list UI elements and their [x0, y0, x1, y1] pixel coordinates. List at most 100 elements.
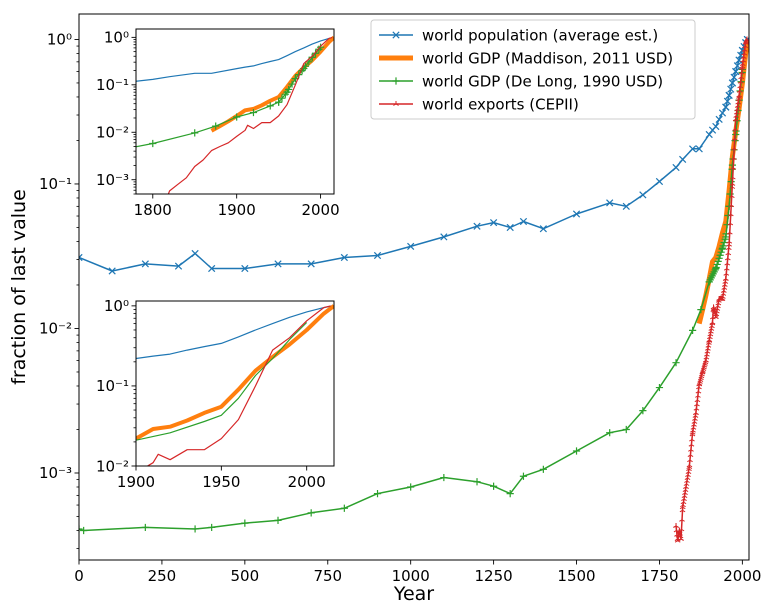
data-point — [736, 92, 743, 98]
data-point — [473, 478, 481, 486]
data-point — [722, 230, 730, 238]
data-point — [672, 359, 680, 367]
x-tick-label: 1000 — [392, 567, 430, 585]
legend: world population (average est.) world GDP… — [370, 19, 696, 120]
x-tick-label: 750 — [313, 567, 342, 585]
data-point — [735, 96, 742, 102]
data-point — [572, 210, 581, 218]
data-point — [715, 254, 723, 262]
data-point — [732, 67, 740, 76]
data-point — [241, 519, 249, 527]
data-point — [696, 384, 702, 390]
data-point — [714, 257, 722, 265]
data-point — [285, 85, 293, 94]
data-point — [307, 260, 315, 268]
data-point — [694, 401, 700, 407]
data-point — [731, 135, 738, 141]
data-point — [373, 251, 382, 260]
itop-frame — [135, 28, 335, 195]
x-tick-label: 2000 — [723, 567, 761, 585]
data-point — [728, 193, 735, 199]
data-point — [307, 509, 315, 517]
data-point — [539, 225, 547, 233]
y-tick-label: 10⁻³ — [96, 171, 129, 189]
data-point — [174, 262, 183, 270]
legend-marker-exports — [393, 101, 399, 106]
data-point — [727, 220, 734, 226]
data-point — [373, 490, 382, 498]
data-point — [695, 145, 703, 153]
data-point — [738, 74, 745, 80]
data-point — [212, 122, 220, 130]
data-point — [407, 242, 415, 250]
data-point — [622, 425, 630, 434]
data-point — [278, 94, 286, 102]
x-tick-label: 1750 — [640, 567, 678, 585]
data-point — [281, 90, 289, 98]
data-point — [733, 117, 741, 125]
data-point — [315, 45, 323, 53]
data-point — [729, 183, 736, 189]
data-point — [739, 61, 746, 67]
data-point — [732, 127, 740, 135]
data-point — [688, 446, 694, 452]
data-point — [191, 129, 199, 137]
data-point — [722, 103, 730, 111]
y-tick-label: 10⁻² — [39, 320, 72, 338]
y-tick-label: 10⁻² — [96, 457, 129, 475]
data-point — [693, 405, 700, 411]
data-point — [693, 410, 699, 415]
data-point — [308, 53, 316, 61]
y-tick-label: 10⁻¹ — [96, 76, 129, 94]
data-point — [489, 219, 498, 227]
data-point — [686, 462, 693, 468]
data-point — [311, 49, 320, 57]
inset-series-line-population — [136, 36, 334, 82]
data-point — [241, 264, 249, 273]
y-tick-label: 10⁻² — [96, 124, 129, 142]
data-point — [741, 46, 748, 52]
legend-label-gdp-delong: world GDP (De Long, 1990 USD) — [422, 73, 663, 91]
x-tick-label: 1250 — [475, 567, 513, 585]
data-point — [688, 145, 697, 153]
data-point — [713, 260, 721, 269]
data-point — [722, 275, 729, 281]
data-point — [108, 267, 116, 275]
data-point — [738, 69, 745, 75]
x-tick-label: 2000 — [288, 473, 326, 491]
data-point — [715, 115, 723, 123]
data-point — [718, 245, 726, 253]
inset-top-axes: 10⁻³ 10⁻² 10⁻¹ 10⁰ 1800 1900 2000 — [96, 28, 340, 219]
data-point — [733, 62, 742, 70]
data-point — [539, 465, 547, 473]
data-point — [506, 223, 514, 232]
data-point — [606, 199, 614, 207]
data-point — [724, 255, 731, 261]
y-tick-label: 10⁻¹ — [39, 175, 72, 193]
data-point — [723, 97, 732, 105]
data-point — [727, 178, 735, 186]
series-markers-gdp-delong — [79, 65, 746, 535]
data-point — [639, 407, 647, 415]
data-point — [274, 516, 282, 524]
x-tick-label: 1500 — [557, 567, 595, 585]
data-point — [606, 429, 614, 437]
data-point — [407, 483, 415, 491]
data-point — [737, 78, 744, 84]
data-point — [740, 57, 747, 63]
data-point — [686, 466, 692, 471]
data-point — [506, 490, 514, 498]
y-axis-label: fraction of last value — [8, 189, 30, 385]
ibot-frame — [135, 300, 335, 467]
data-point — [712, 263, 720, 272]
x-tick-label: 1900 — [218, 201, 256, 219]
data-point — [727, 85, 735, 93]
data-point — [730, 164, 737, 170]
data-point — [639, 191, 647, 199]
data-point — [572, 447, 581, 455]
inset-series-line-gdp-maddison — [136, 304, 334, 441]
legend-marker-population — [392, 31, 400, 39]
y-tick-label: 10⁰ — [47, 31, 72, 49]
inset-series-line-population — [136, 305, 333, 360]
